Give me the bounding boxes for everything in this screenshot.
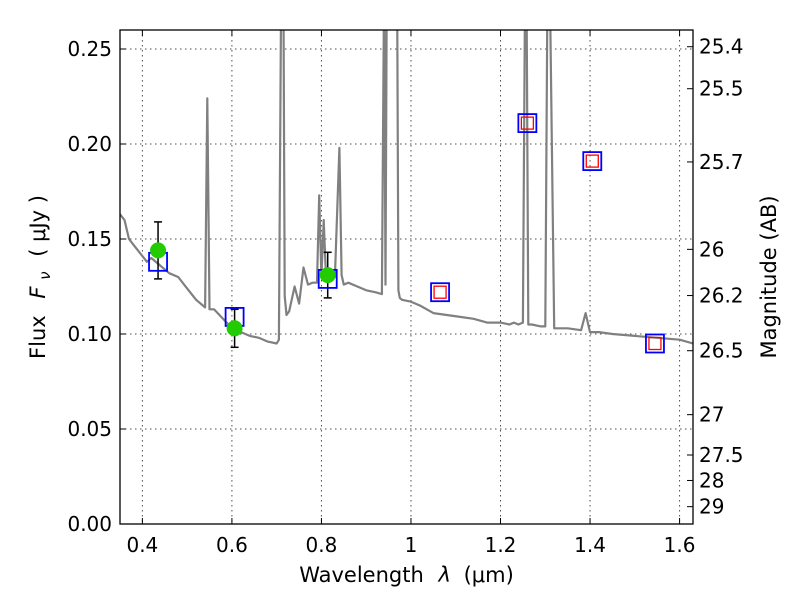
model-photometry-square: [430, 282, 450, 303]
sed-model-line: [120, 30, 693, 345]
observed-point: [319, 267, 336, 284]
y-tick-label: 0.20: [67, 132, 112, 156]
x-tick-label: 1.6: [664, 533, 696, 557]
y2-tick-label: 29: [699, 495, 724, 519]
x-tick-label: 0.8: [306, 533, 338, 557]
model-sed-layer: [120, 30, 693, 345]
model-photometry-square: [645, 333, 665, 354]
x-tick-label: 0.4: [126, 533, 158, 557]
y-axis-label: Flux F ν ( μJy ): [26, 195, 55, 359]
upper-limit-square: [585, 154, 599, 168]
x-axis-label-symbol: λ: [437, 563, 450, 587]
axis-ticks: 0.4 0.6 0.8 1 1.2 1.4 1.6 0.00 0.05 0.10 0.15 0.20 0…: [67, 30, 744, 557]
x-axis-label-text: Wavelength: [299, 563, 424, 587]
upper-limit-square: [520, 116, 535, 130]
plot-frame: [119, 29, 694, 525]
x-axis-label-unit: (μm): [464, 563, 514, 587]
y2-tick-label: 25.4: [699, 35, 744, 59]
model-photometry-square: [582, 151, 603, 172]
y2-tick-label: 25.5: [699, 77, 744, 101]
y2-tick-label: 27.5: [699, 443, 744, 467]
y-tick-label: 0.10: [67, 322, 112, 346]
y2-tick-label: 28: [699, 468, 724, 492]
y-tick-label: 0.15: [67, 227, 112, 251]
y-axis-label-subscript: ν: [36, 271, 54, 279]
y-tick-label: 0.05: [67, 417, 112, 441]
y2-tick-label: 26.5: [699, 339, 744, 363]
observed-point: [226, 320, 243, 337]
y2-tick-label: 25.7: [699, 150, 744, 174]
model-photometry-square: [517, 113, 538, 133]
x-tick-label: 1: [405, 533, 418, 557]
upper-limit-square: [648, 336, 662, 351]
y-tick-label: 0.25: [67, 37, 112, 61]
y2-tick-label: 26.2: [699, 284, 744, 308]
y2-tick-label: 27: [699, 403, 724, 427]
observed-point: [150, 242, 167, 259]
x-tick-label: 0.6: [216, 533, 248, 557]
x-tick-label: 1.2: [485, 533, 517, 557]
y-axis-label-unit: ( μJy ): [26, 195, 50, 257]
y-tick-label: 0.00: [67, 512, 112, 536]
y2-tick-label: 26: [699, 237, 724, 261]
y2-axis-label: Magnitude (AB): [757, 195, 781, 358]
photometry-layer: [148, 113, 665, 354]
x-axis-label: Wavelength λ (μm): [299, 563, 514, 587]
upper-limit-square: [433, 285, 447, 299]
y-axis-label-symbol: F: [26, 286, 50, 299]
y-axis-label-text: Flux: [26, 315, 50, 359]
x-tick-label: 1.4: [574, 533, 606, 557]
